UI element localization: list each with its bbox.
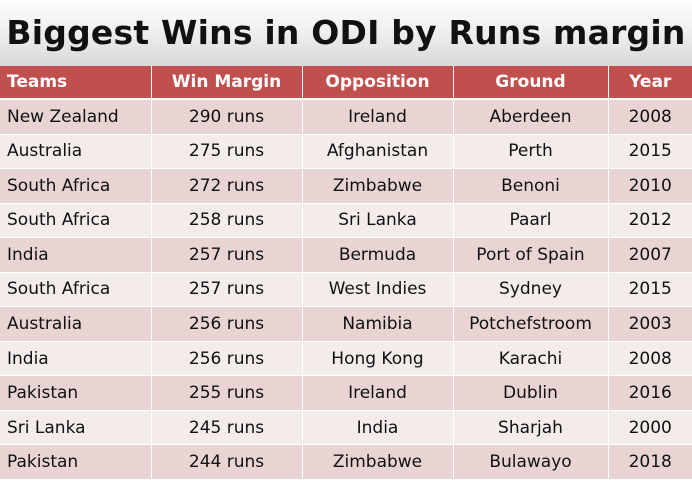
table-row: South Africa 257 runs West Indies Sydney 201… <box>0 272 692 308</box>
title-band: Biggest Wins in ODI by Runs margin <box>0 0 692 66</box>
header-opposition: Opposition <box>302 66 454 100</box>
cell-opposition: Hong Kong <box>302 341 454 377</box>
cell-year: 2016 <box>608 375 692 411</box>
cell-year: 2012 <box>608 203 692 239</box>
cell-win-margin: 275 runs <box>151 134 303 170</box>
table-row: South Africa 258 runs Sri Lanka Paarl 2012 <box>0 203 692 239</box>
table-header-row: Teams Win Margin Opposition Ground Year <box>0 66 692 100</box>
cell-win-margin: 256 runs <box>151 306 303 342</box>
cell-opposition: Sri Lanka <box>302 203 454 239</box>
cell-team: Pakistan <box>0 444 152 480</box>
cell-win-margin: 290 runs <box>151 99 303 135</box>
cell-year: 2000 <box>608 410 692 446</box>
cell-team: India <box>0 237 152 273</box>
table-row: Australia 256 runs Namibia Potchefstroom 200… <box>0 306 692 342</box>
cell-year: 2018 <box>608 444 692 480</box>
header-win-margin: Win Margin <box>151 66 303 100</box>
header-year: Year <box>608 66 692 100</box>
cell-opposition: Namibia <box>302 306 454 342</box>
cell-year: 2015 <box>608 272 692 308</box>
cell-team: South Africa <box>0 203 152 239</box>
cell-opposition: Ireland <box>302 99 454 135</box>
cell-opposition: Bermuda <box>302 237 454 273</box>
table-row: Pakistan 255 runs Ireland Dublin 2016 <box>0 375 692 411</box>
cell-ground: Sydney <box>453 272 609 308</box>
table-row: Australia 275 runs Afghanistan Perth 2015 <box>0 134 692 170</box>
cell-win-margin: 255 runs <box>151 375 303 411</box>
cell-ground: Benoni <box>453 168 609 204</box>
cell-ground: Potchefstroom <box>453 306 609 342</box>
cell-opposition: Zimbabwe <box>302 168 454 204</box>
cell-ground: Bulawayo <box>453 444 609 480</box>
cell-year: 2008 <box>608 341 692 377</box>
cell-year: 2008 <box>608 99 692 135</box>
cell-win-margin: 258 runs <box>151 203 303 239</box>
table-row: Pakistan 244 runs Zimbabwe Bulawayo 2018 <box>0 444 692 480</box>
cell-opposition: West Indies <box>302 272 454 308</box>
cell-ground: Perth <box>453 134 609 170</box>
cell-team: New Zealand <box>0 99 152 135</box>
cell-opposition: India <box>302 410 454 446</box>
table-row: New Zealand 290 runs Ireland Aberdeen 2008 <box>0 99 692 135</box>
cell-ground: Port of Spain <box>453 237 609 273</box>
cell-win-margin: 272 runs <box>151 168 303 204</box>
cell-opposition: Zimbabwe <box>302 444 454 480</box>
cell-year: 2003 <box>608 306 692 342</box>
cell-opposition: Ireland <box>302 375 454 411</box>
cell-year: 2015 <box>608 134 692 170</box>
cell-team: India <box>0 341 152 377</box>
cell-win-margin: 257 runs <box>151 272 303 308</box>
cell-ground: Paarl <box>453 203 609 239</box>
cell-win-margin: 257 runs <box>151 237 303 273</box>
cell-team: Pakistan <box>0 375 152 411</box>
cell-ground: Sharjah <box>453 410 609 446</box>
cell-win-margin: 244 runs <box>151 444 303 480</box>
cell-win-margin: 256 runs <box>151 341 303 377</box>
cell-year: 2010 <box>608 168 692 204</box>
cell-ground: Dublin <box>453 375 609 411</box>
odi-wins-table: Teams Win Margin Opposition Ground Year … <box>0 66 692 480</box>
page-title: Biggest Wins in ODI by Runs margin <box>6 13 686 52</box>
table-row: India 257 runs Bermuda Port of Spain 2007 <box>0 237 692 273</box>
cell-year: 2007 <box>608 237 692 273</box>
cell-team: Australia <box>0 134 152 170</box>
cell-opposition: Afghanistan <box>302 134 454 170</box>
header-teams: Teams <box>0 66 152 100</box>
header-ground: Ground <box>453 66 609 100</box>
table-row: India 256 runs Hong Kong Karachi 2008 <box>0 341 692 377</box>
cell-team: South Africa <box>0 272 152 308</box>
cell-team: Sri Lanka <box>0 410 152 446</box>
cell-win-margin: 245 runs <box>151 410 303 446</box>
table-row: South Africa 272 runs Zimbabwe Benoni 2010 <box>0 168 692 204</box>
table-row: Sri Lanka 245 runs India Sharjah 2000 <box>0 410 692 446</box>
cell-team: South Africa <box>0 168 152 204</box>
table-body: New Zealand 290 runs Ireland Aberdeen 2008 Au… <box>0 99 692 480</box>
cell-ground: Aberdeen <box>453 99 609 135</box>
cell-ground: Karachi <box>453 341 609 377</box>
cell-team: Australia <box>0 306 152 342</box>
